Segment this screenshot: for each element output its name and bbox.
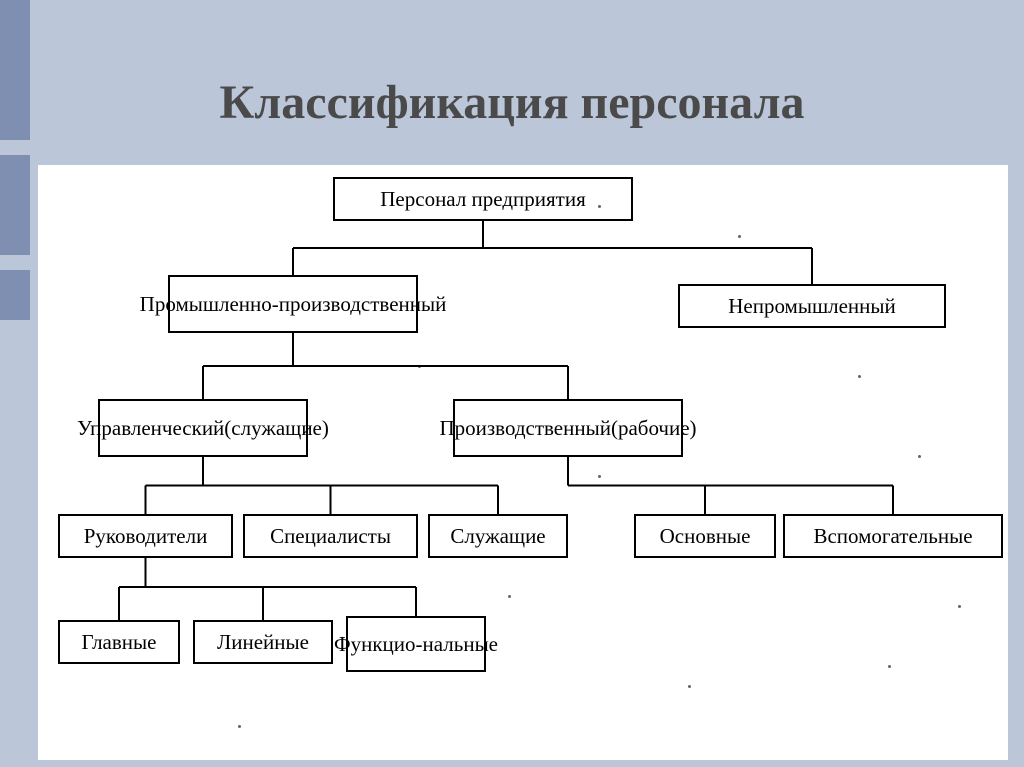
node-root: Персонал предприятия [333, 177, 633, 221]
node-vspom: Вспомогательные [783, 514, 1003, 558]
node-upravl: Управленческий(служащие) [98, 399, 308, 457]
diagram-container: Персонал предприятия Промышленно-производ… [38, 165, 1008, 760]
node-neprom: Непромышленный [678, 284, 946, 328]
slide-title: Классификация персонала [0, 75, 1024, 130]
diagram-connectors [38, 165, 1008, 760]
node-rukov: Руководители [58, 514, 233, 558]
node-prom: Промышленно-производственный [168, 275, 418, 333]
node-sluzh: Служащие [428, 514, 568, 558]
node-spec: Специалисты [243, 514, 418, 558]
node-glav: Главные [58, 620, 180, 664]
left-accent-bar [0, 270, 30, 320]
node-func: Функцио-нальные [346, 616, 486, 672]
node-proizv: Производственный(рабочие) [453, 399, 683, 457]
left-accent-bar [0, 155, 30, 255]
node-osnov: Основные [634, 514, 776, 558]
node-lin: Линейные [193, 620, 333, 664]
